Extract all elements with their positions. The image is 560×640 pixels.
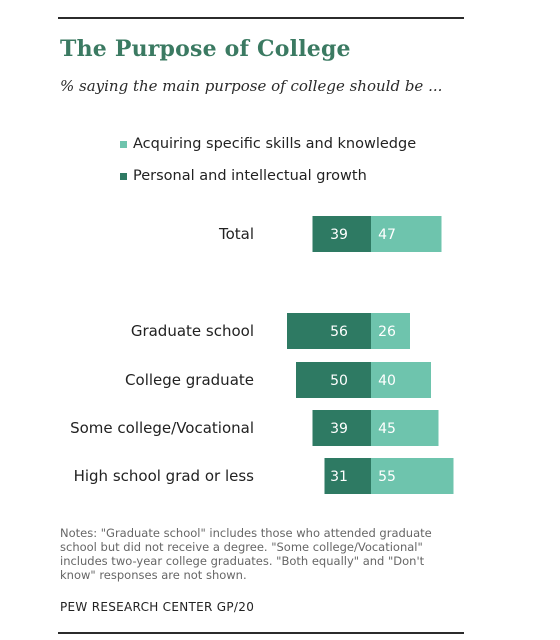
data-label-skills-some-college-vocational: 45 (378, 421, 396, 437)
chart-subtitle: % saying the main purpose of college sho… (60, 77, 443, 95)
bottom-rule (58, 632, 464, 634)
bar-personal-high-school-grad-or-less (324, 458, 371, 494)
category-label-high-school-grad-or-less: High school grad or less (74, 467, 255, 485)
legend-swatch-personal (120, 172, 127, 180)
legend-item-skills: Acquiring specific skills and knowledge (120, 136, 416, 152)
data-label-skills-graduate-school: 26 (378, 324, 396, 340)
bar-skills-graduate-school (371, 313, 410, 349)
chart-notes: Notes: "Graduate school" includes those … (60, 526, 432, 582)
bar-personal-graduate-school (287, 313, 371, 349)
chart-title: The Purpose of College (60, 36, 351, 62)
bar-skills-some-college-vocational (371, 410, 439, 446)
category-label-graduate-school: Graduate school (131, 322, 254, 340)
category-label-college-graduate: College graduate (125, 371, 254, 389)
category-label-some-college-vocational: Some college/Vocational (70, 419, 254, 437)
legend-item-personal: Personal and intellectual growth (120, 168, 367, 184)
bar-personal-total (312, 216, 371, 252)
bar-personal-college-graduate (296, 362, 371, 398)
data-label-skills-total: 47 (378, 227, 396, 243)
category-label-total: Total (218, 225, 254, 243)
legend-label-personal: Personal and intellectual growth (133, 168, 367, 184)
data-label-personal-graduate-school: 56 (330, 324, 348, 340)
data-label-skills-high-school-grad-or-less: 55 (378, 469, 396, 485)
data-label-personal-total: 39 (330, 227, 348, 243)
bar-skills-total (371, 216, 442, 252)
data-label-personal-high-school-grad-or-less: 31 (330, 469, 348, 485)
bar-skills-high-school-grad-or-less (371, 458, 454, 494)
top-rule (58, 17, 464, 19)
legend-swatch-skills (120, 140, 127, 148)
data-label-skills-college-graduate: 40 (378, 373, 396, 389)
data-label-personal-some-college-vocational: 39 (330, 421, 348, 437)
bar-personal-some-college-vocational (312, 410, 371, 446)
bar-skills-college-graduate (371, 362, 431, 398)
chart-source: PEW RESEARCH CENTER GP/20 (60, 600, 255, 614)
data-label-personal-college-graduate: 50 (330, 373, 348, 389)
legend-label-skills: Acquiring specific skills and knowledge (133, 136, 417, 152)
